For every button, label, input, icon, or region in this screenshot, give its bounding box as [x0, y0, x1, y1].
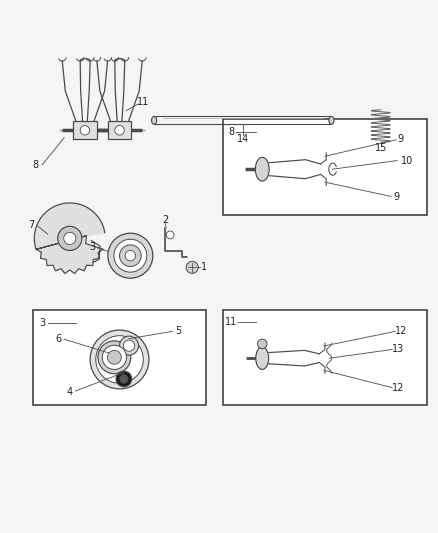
Text: 9: 9	[398, 134, 404, 144]
Circle shape	[107, 350, 121, 364]
Circle shape	[102, 345, 127, 369]
Text: 9: 9	[393, 192, 399, 203]
Circle shape	[64, 232, 76, 245]
Text: 10: 10	[401, 156, 413, 166]
Circle shape	[58, 227, 82, 251]
Bar	[223, 119, 427, 215]
Text: 15: 15	[374, 143, 387, 154]
Ellipse shape	[152, 116, 157, 124]
Text: 8: 8	[228, 126, 234, 136]
Text: 12: 12	[396, 326, 408, 335]
Text: 14: 14	[237, 134, 249, 144]
Ellipse shape	[329, 116, 334, 124]
Text: 8: 8	[32, 160, 38, 170]
Circle shape	[108, 233, 153, 278]
Polygon shape	[34, 203, 105, 273]
Circle shape	[124, 340, 134, 351]
Bar	[33, 310, 206, 405]
Circle shape	[120, 336, 138, 355]
Circle shape	[116, 371, 132, 387]
Circle shape	[80, 126, 90, 135]
Circle shape	[166, 231, 174, 239]
Ellipse shape	[255, 157, 269, 181]
Circle shape	[114, 239, 147, 272]
Bar	[108, 121, 131, 139]
Text: 5: 5	[175, 326, 181, 335]
Circle shape	[98, 341, 131, 374]
Circle shape	[186, 261, 198, 273]
Text: 7: 7	[28, 221, 34, 230]
Ellipse shape	[256, 347, 269, 369]
Circle shape	[125, 251, 135, 261]
Circle shape	[120, 245, 141, 266]
Circle shape	[258, 339, 267, 349]
Text: 11: 11	[137, 97, 149, 107]
Text: 13: 13	[392, 344, 405, 354]
Bar	[223, 310, 427, 405]
Text: 4: 4	[67, 387, 73, 397]
Text: 12: 12	[392, 383, 405, 393]
Circle shape	[90, 330, 149, 389]
Bar	[73, 121, 97, 139]
Text: 3: 3	[39, 318, 46, 328]
Circle shape	[120, 375, 128, 383]
Text: 3: 3	[90, 242, 96, 252]
Text: 1: 1	[201, 262, 207, 272]
Circle shape	[96, 336, 143, 383]
Text: 11: 11	[225, 317, 237, 327]
Text: 2: 2	[162, 215, 168, 225]
Text: 6: 6	[55, 334, 61, 344]
Circle shape	[115, 126, 124, 135]
